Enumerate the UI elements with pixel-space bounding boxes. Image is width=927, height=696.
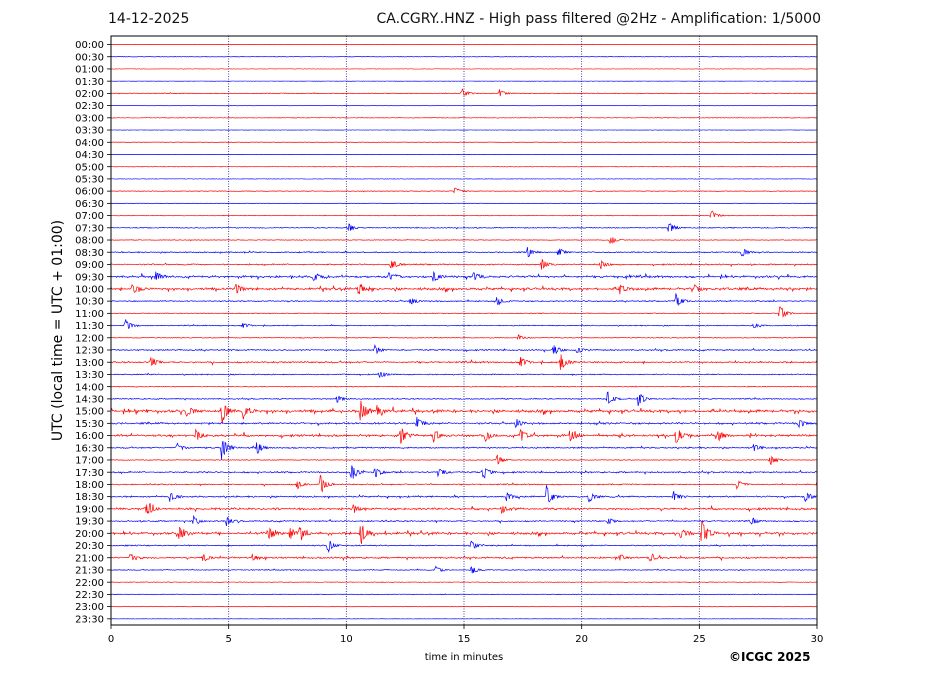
y-axis-label: UTC (local time = UTC + 01:00) (50, 220, 66, 441)
y-tick-label: 03:30 (75, 126, 104, 137)
x-tick-label: 5 (225, 634, 231, 645)
y-tick-label: 02:00 (75, 89, 104, 100)
y-tick-label: 21:30 (75, 566, 104, 577)
y-tick-label: 12:30 (75, 346, 104, 357)
seismic-trace-0730 (110, 223, 817, 232)
y-tick-label: 09:30 (75, 272, 104, 283)
y-tick-label: 12:00 (75, 333, 104, 344)
y-tick-label: 23:00 (75, 602, 104, 613)
y-tick-label: 17:00 (75, 456, 104, 467)
seismic-trace-0830 (110, 247, 817, 258)
y-tick-label: 07:00 (75, 211, 104, 222)
y-tick-label: 04:00 (75, 138, 104, 149)
y-tick-label: 14:00 (75, 382, 104, 393)
y-tick-label: 10:00 (75, 285, 104, 296)
y-tick-label: 10:30 (75, 297, 104, 308)
seismic-trace-1100 (110, 306, 817, 318)
x-tick-label: 30 (811, 634, 824, 645)
y-tick-label: 01:30 (75, 77, 104, 88)
seismic-trace-2200 (110, 581, 817, 583)
y-tick-label: 06:30 (75, 199, 104, 210)
y-tick-label: 18:00 (75, 480, 104, 491)
x-tick-label: 15 (458, 634, 471, 645)
copyright-label: ©ICGC 2025 (729, 650, 811, 664)
y-tick-label: 18:30 (75, 492, 104, 503)
y-tick-label: 01:00 (75, 65, 104, 76)
y-tick-label: 03:00 (75, 113, 104, 124)
y-tick-label: 22:00 (75, 578, 104, 589)
y-tick-label: 08:00 (75, 236, 104, 247)
y-tick-label: 21:00 (75, 553, 104, 564)
seismic-trace-0700 (110, 210, 817, 218)
y-tick-label: 20:00 (75, 529, 104, 540)
y-tick-label: 00:30 (75, 52, 104, 63)
y-tick-label: 04:30 (75, 150, 104, 161)
y-tick-label: 05:00 (75, 162, 104, 173)
y-tick-label: 15:00 (75, 407, 104, 418)
y-tick-label: 15:30 (75, 419, 104, 430)
x-tick-label: 0 (108, 634, 114, 645)
y-tick-label: 11:30 (75, 321, 104, 332)
y-tick-label: 16:30 (75, 443, 104, 454)
y-tick-label: 07:30 (75, 223, 104, 234)
seismic-trace-1630 (110, 440, 817, 460)
y-tick-label: 05:30 (75, 175, 104, 186)
y-tick-label: 14:30 (75, 394, 104, 405)
chart-title: CA.CGRY..HNZ - High pass filtered @2Hz -… (376, 11, 821, 27)
seismic-trace-0200 (110, 88, 817, 97)
x-tick-label: 10 (340, 634, 353, 645)
seismic-trace-2000 (110, 520, 817, 545)
y-tick-label: 13:30 (75, 370, 104, 381)
y-tick-label: 09:00 (75, 260, 104, 271)
seismic-trace-2100 (111, 553, 817, 562)
y-tick-label: 13:00 (75, 358, 104, 369)
y-tick-label: 19:00 (75, 504, 104, 515)
y-tick-label: 02:30 (75, 101, 104, 112)
seismic-trace-2130 (110, 565, 817, 574)
y-tick-label: 16:00 (75, 431, 104, 442)
x-tick-label: 20 (575, 634, 588, 645)
seismic-trace-0800 (110, 237, 817, 244)
date-label: 14-12-2025 (108, 11, 190, 27)
y-tick-label: 00:00 (75, 40, 104, 51)
y-tick-label: 08:30 (75, 248, 104, 259)
y-tick-label: 19:30 (75, 517, 104, 528)
y-tick-label: 23:30 (75, 614, 104, 625)
x-axis-label: time in minutes (425, 652, 504, 663)
seismic-trace-1530 (110, 416, 817, 429)
seismic-trace-1200 (111, 333, 817, 340)
y-tick-label: 20:30 (75, 541, 104, 552)
y-tick-label: 17:30 (75, 468, 104, 479)
seismic-trace-1700 (110, 454, 817, 466)
y-tick-label: 22:30 (75, 590, 104, 601)
seismic-trace-1130 (110, 319, 817, 329)
x-tick-label: 25 (693, 634, 706, 645)
y-tick-label: 11:00 (75, 309, 104, 320)
seismic-trace-2030 (110, 540, 817, 553)
y-tick-label: 06:00 (75, 187, 104, 198)
